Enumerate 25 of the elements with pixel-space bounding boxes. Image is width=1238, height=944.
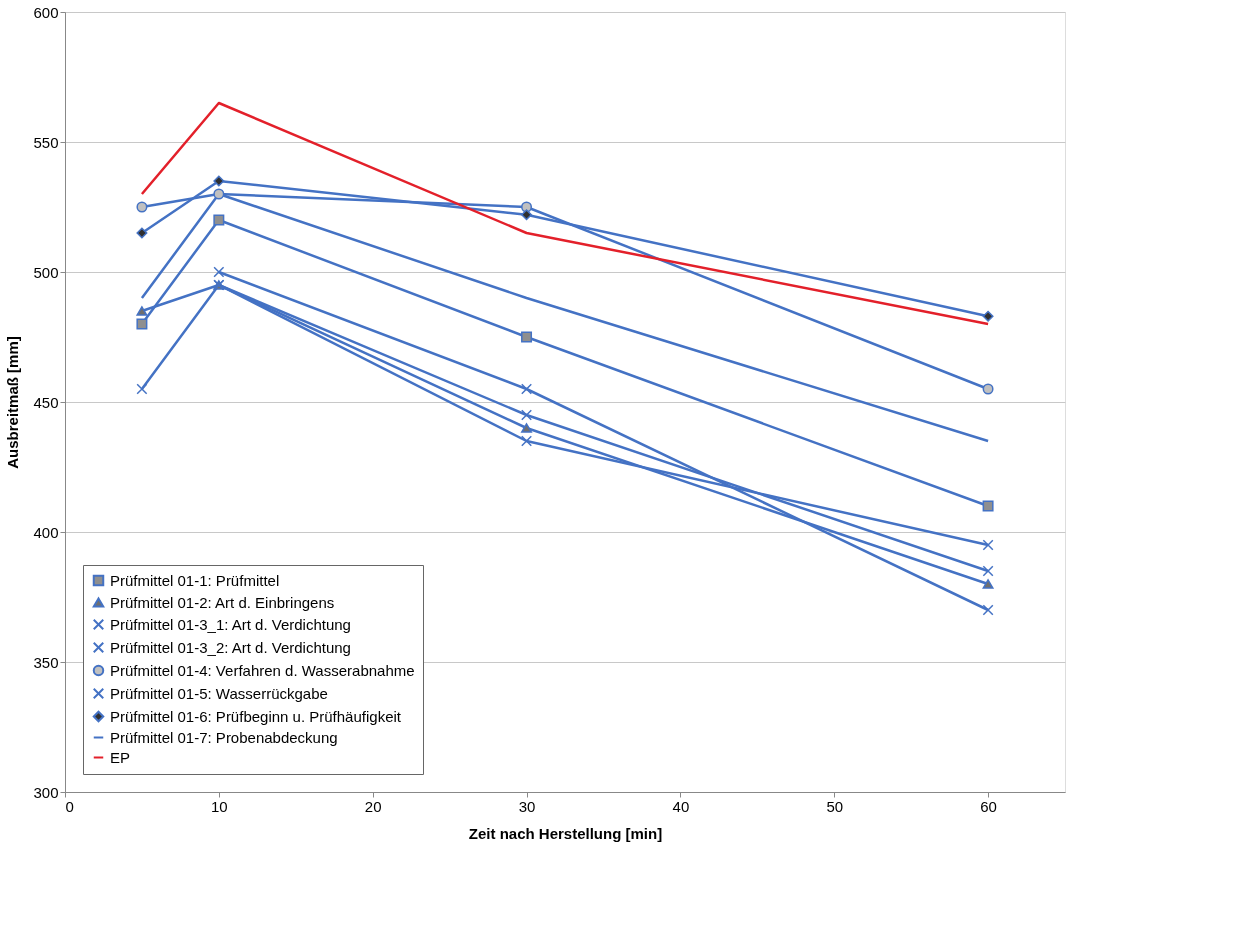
x-tick-label: 40 — [672, 797, 690, 815]
legend-label: Prüfmittel 01-6: Prüfbeginn u. Prüfhäufigkeit — [110, 707, 402, 725]
x-tick-label: 10 — [211, 797, 228, 815]
y-tick-label: 550 — [33, 133, 59, 151]
y-tick-label: 350 — [33, 653, 59, 671]
y-tick-label: 500 — [33, 263, 59, 281]
legend-label: Prüfmittel 01-3_2: Art d. Verdichtung — [110, 638, 351, 656]
x-tick-label: 60 — [980, 797, 997, 815]
x-tick-label: 50 — [826, 797, 844, 815]
y-tick-label: 300 — [33, 783, 59, 801]
y-tick-label: 450 — [33, 393, 59, 411]
x-tick-label: 20 — [364, 797, 382, 815]
legend-label: Prüfmittel 01-7: Probenabdeckung — [110, 728, 338, 746]
legend-label: Prüfmittel 01-1: Prüfmittel — [110, 571, 280, 589]
x-tick-label: 0 — [65, 797, 74, 815]
y-tick-label: 400 — [33, 523, 59, 541]
legend-label: Prüfmittel 01-2: Art d. Einbringens — [110, 593, 335, 611]
x-tick-label: 30 — [518, 797, 536, 815]
legend-label: EP — [110, 748, 131, 766]
y-axis-title: Ausbreitmaß [mm] — [4, 336, 22, 469]
legend-label: Prüfmittel 01-4: Verfahren d. Wasserabnahme — [110, 661, 415, 679]
y-tick-label: 600 — [33, 3, 59, 21]
x-axis-title: Zeit nach Herstellung [min] — [468, 824, 663, 842]
legend-label: Prüfmittel 01-5: Wasserrückgabe — [110, 684, 328, 702]
legend-label: Prüfmittel 01-3_1: Art d. Verdichtung — [110, 615, 351, 633]
